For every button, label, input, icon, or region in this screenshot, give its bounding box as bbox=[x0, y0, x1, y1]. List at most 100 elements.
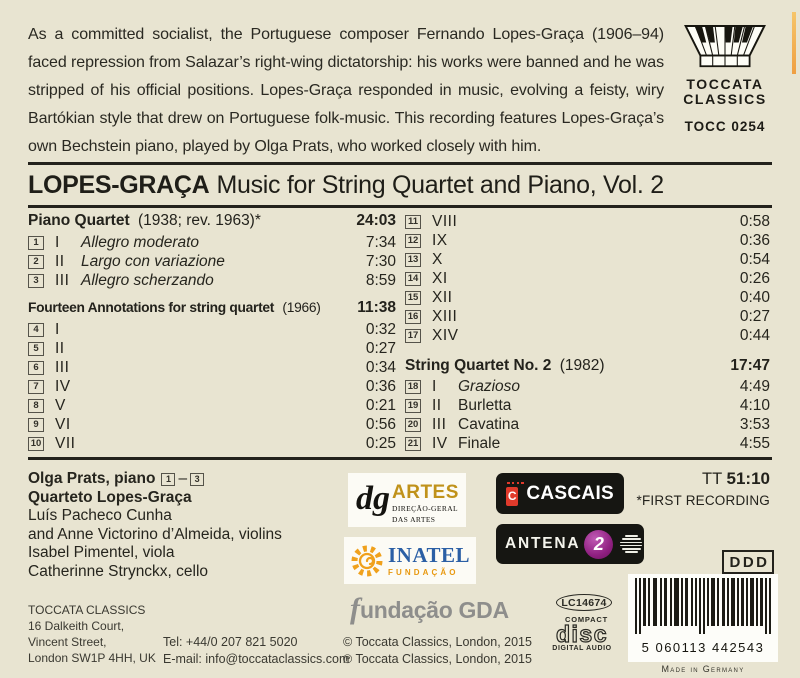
contact-block: Tel: +44/0 207 821 5020 E-mail: info@toc… bbox=[163, 634, 349, 668]
copyright-block: © Toccata Classics, London, 2015 ℗ Tocca… bbox=[343, 634, 532, 668]
cascais-logo: C CASCAIS bbox=[496, 473, 624, 514]
fundacao-gda-logo: f undação GDA bbox=[350, 592, 509, 626]
track-number-box: 9 bbox=[28, 417, 44, 432]
track-row: 6 III 0:34 bbox=[28, 358, 396, 377]
track-duration: 0:32 bbox=[365, 320, 396, 338]
track-rows: 18 I Grazioso 4:49 19 II Burletta 4:10 2… bbox=[405, 377, 770, 453]
address-line: 16 Dalkeith Court, bbox=[28, 619, 125, 633]
movement-numeral: V bbox=[55, 396, 66, 414]
ensemble-name: Quarteto Lopes-Graça bbox=[28, 488, 192, 506]
movement-numeral: III bbox=[55, 271, 70, 289]
movement-numeral: IV bbox=[432, 434, 448, 452]
track-duration: 0:56 bbox=[365, 415, 396, 433]
movement-numeral: III bbox=[432, 415, 447, 433]
movement-numeral: VI bbox=[55, 415, 71, 433]
album-title: LOPES-GRAÇA Music for String Quartet and … bbox=[28, 171, 772, 200]
work-title: String Quartet No. 2 bbox=[405, 357, 552, 374]
total-time-label: TT bbox=[702, 470, 722, 488]
barcode: 5 060113 442543 bbox=[628, 574, 778, 662]
composer-name: LOPES-GRAÇA bbox=[28, 171, 210, 199]
track-row: 9 VI 0:56 bbox=[28, 415, 396, 434]
svg-text:disc: disc bbox=[556, 622, 608, 647]
movement-numeral: II bbox=[55, 339, 65, 357]
track-duration: 3:53 bbox=[739, 415, 770, 433]
tracklist-left-column: Piano Quartet (1938; rev. 1963)* 24:03 1… bbox=[28, 212, 396, 453]
ddd-badge: DDD bbox=[722, 550, 774, 574]
track-row: 8 V 0:21 bbox=[28, 396, 396, 415]
track-number-box: 15 bbox=[405, 290, 421, 305]
movement-title: Allegro scherzando bbox=[81, 271, 214, 289]
track-row: 17 XIV 0:44 bbox=[405, 326, 770, 345]
member-line: and Anne Victorino d’Almeida, violins bbox=[28, 525, 282, 543]
track-number-box: 17 bbox=[405, 328, 421, 343]
track-duration: 0:34 bbox=[365, 358, 396, 376]
work-date: (1938; rev. 1963)* bbox=[137, 212, 261, 229]
movement-title: Finale bbox=[458, 434, 501, 452]
track-number-box: 2 bbox=[28, 254, 44, 269]
track-duration: 0:40 bbox=[739, 288, 770, 306]
barcode-bars bbox=[635, 578, 771, 634]
movement-numeral: I bbox=[432, 377, 437, 395]
cd-logo-compact: COMPACT bbox=[565, 615, 608, 624]
total-time: TT 51:10 bbox=[702, 469, 770, 489]
track-number-box: 12 bbox=[405, 233, 421, 248]
member-line: Isabel Pimentel, viola bbox=[28, 544, 175, 561]
track-duration: 4:49 bbox=[739, 377, 770, 395]
lc-code: LC14674 bbox=[556, 594, 612, 611]
track-row: 12 IX 0:36 bbox=[405, 231, 770, 250]
work-title: Piano Quartet bbox=[28, 212, 130, 229]
copyright-line: © Toccata Classics, London, 2015 bbox=[343, 635, 532, 649]
work-piano-quartet: Piano Quartet (1938; rev. 1963)* 24:03 1… bbox=[28, 212, 396, 290]
work-duration: 17:47 bbox=[730, 357, 770, 374]
track-duration: 4:10 bbox=[739, 396, 770, 414]
performers-block: Olga Prats, piano 1 – 3 Quarteto Lopes-G… bbox=[28, 470, 282, 581]
track-number-box: 20 bbox=[405, 417, 421, 432]
dgartes-wordmark: ARTES bbox=[392, 482, 459, 503]
track-row: 1 I Allegro moderato 7:34 bbox=[28, 233, 396, 252]
track-duration: 0:44 bbox=[739, 326, 770, 344]
work-header: Piano Quartet (1938; rev. 1963)* 24:03 bbox=[28, 212, 396, 233]
gda-initial: f bbox=[350, 592, 360, 625]
phonogram-line: ℗ Toccata Classics, London, 2015 bbox=[343, 652, 532, 666]
track-row: 4 I 0:32 bbox=[28, 320, 396, 339]
label-name: TOCCATA CLASSICS bbox=[28, 603, 146, 617]
track-number-box: 11 bbox=[405, 214, 421, 229]
movement-numeral: IV bbox=[55, 377, 71, 395]
compact-disc-logo: COMPACT disc DIGITAL AUDIO bbox=[548, 615, 616, 652]
track-number-box: 7 bbox=[28, 379, 44, 394]
pianist-line: Olga Prats, piano 1 – 3 bbox=[28, 470, 282, 489]
toccata-logo-block: TOCCATA CLASSICS TOCC 0254 bbox=[672, 24, 778, 134]
track-number-box: 13 bbox=[405, 252, 421, 267]
antena-lines-icon bbox=[620, 534, 643, 553]
track-duration: 7:30 bbox=[365, 252, 396, 270]
track-duration: 0:54 bbox=[739, 250, 770, 268]
track-number-box: 21 bbox=[405, 436, 421, 451]
movement-numeral: I bbox=[55, 320, 60, 338]
track-range-dash: – bbox=[178, 470, 188, 487]
track-rows: 4 I 0:32 5 II 0:27 6 III 0:34 7 IV 0:36 … bbox=[28, 320, 396, 453]
inatel-subtitle: FUNDAÇÃO bbox=[388, 567, 459, 577]
track-duration: 0:27 bbox=[365, 339, 396, 357]
antena-2-badge: 2 bbox=[584, 529, 614, 559]
track-number-box: 1 bbox=[28, 235, 44, 250]
album-title-text: Music for String Quartet and Piano, Vol.… bbox=[216, 171, 664, 199]
movement-numeral: XI bbox=[432, 269, 448, 287]
spine-edge-strip bbox=[792, 12, 796, 74]
track-duration: 7:34 bbox=[365, 233, 396, 251]
track-number-box: 4 bbox=[28, 322, 44, 337]
movement-numeral: I bbox=[55, 233, 60, 251]
label-address: TOCCATA CLASSICS 16 Dalkeith Court, Vinc… bbox=[28, 602, 156, 666]
movement-numeral: VII bbox=[55, 434, 76, 452]
track-row: 19 II Burletta 4:10 bbox=[405, 396, 770, 415]
work-title: Fourteen Annotations for string quartet bbox=[28, 300, 275, 315]
track-duration: 4:55 bbox=[739, 434, 770, 452]
pianist-name: Olga Prats, piano bbox=[28, 470, 156, 487]
work-duration: 24:03 bbox=[356, 212, 396, 229]
gda-wordmark: undação GDA bbox=[360, 597, 509, 623]
track-row: 14 XI 0:26 bbox=[405, 269, 770, 288]
track-range-start-box: 1 bbox=[161, 472, 176, 486]
antena-number: 2 bbox=[593, 533, 604, 554]
antena-wordmark: ANTENA bbox=[505, 535, 581, 552]
movement-numeral: XII bbox=[432, 288, 453, 306]
track-number-box: 10 bbox=[28, 436, 44, 451]
